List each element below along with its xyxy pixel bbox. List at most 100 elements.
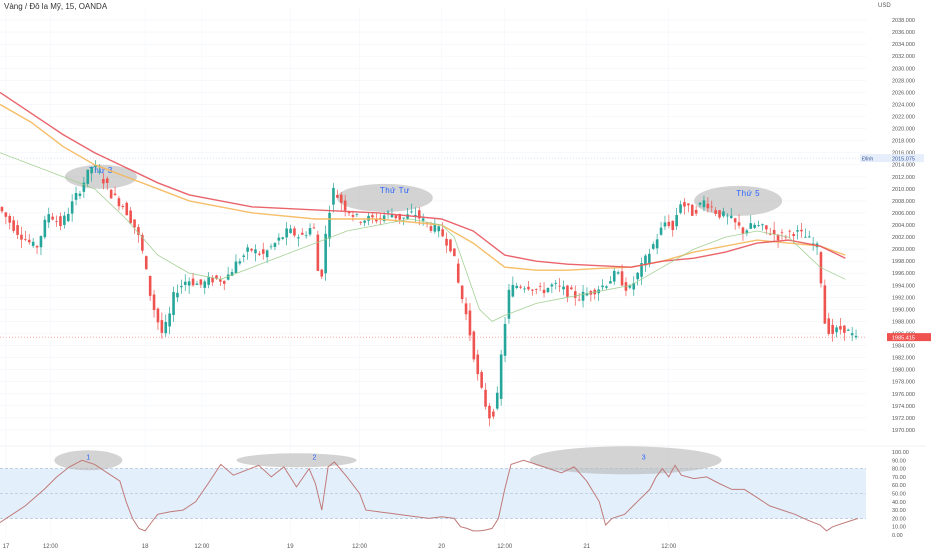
candle-body [35, 246, 39, 248]
candle-body [230, 272, 234, 276]
candle-body [281, 237, 285, 239]
candle-body [476, 354, 480, 375]
candle-body [683, 202, 686, 207]
candle-body [776, 234, 780, 241]
annotation-ellipse [694, 185, 783, 216]
candle-body [464, 303, 468, 315]
candle-body [499, 354, 503, 399]
candle-body [753, 224, 756, 228]
candle-body [207, 277, 210, 285]
price-tick-label: 1992.000 [892, 295, 915, 301]
rsi-tick-label: 20.00 [892, 516, 906, 522]
candle-body [390, 214, 394, 218]
candle-body [98, 171, 101, 173]
candle-body [269, 246, 273, 248]
price-tick-label: 1998.000 [892, 259, 915, 265]
candle-body [846, 329, 850, 331]
rsi-annotation-label: 3 [642, 454, 646, 461]
time-tick-label: 12:00 [43, 544, 59, 550]
candle-body [655, 239, 659, 249]
candle-body [63, 215, 66, 225]
candle-body [772, 229, 776, 235]
candle-body [160, 320, 164, 333]
candle-body [441, 229, 444, 237]
price-tick-label: 2034.000 [892, 42, 915, 48]
time-tick-label: 12:00 [352, 544, 368, 550]
candle-body [125, 202, 129, 216]
candle-body [445, 238, 448, 246]
candle-body [437, 226, 441, 232]
price-grid [0, 8, 866, 535]
rsi-tick-label: 60.00 [892, 483, 906, 489]
candle-body [265, 250, 269, 258]
candle-body [698, 202, 702, 205]
candle-body [605, 286, 608, 288]
candle-body [242, 255, 246, 257]
candle-body [410, 211, 413, 213]
rsi-line [0, 459, 859, 532]
candle-body [671, 220, 675, 231]
price-tick-label: 2024.000 [892, 102, 915, 108]
candle-body [531, 289, 534, 291]
candle-body [8, 215, 12, 223]
annotation-ellipse [336, 183, 433, 212]
price-tick-label: 2010.000 [892, 187, 915, 193]
high-label: Đỉnh [862, 156, 873, 163]
candle-body [363, 220, 366, 223]
candle-body [788, 230, 792, 232]
candle-body [308, 228, 312, 235]
candle-body [297, 237, 300, 239]
candle-body [644, 255, 647, 266]
candle-body [554, 282, 558, 284]
price-tick-label: 1976.000 [892, 392, 915, 398]
candle-body [651, 244, 655, 249]
candle-body [191, 278, 195, 286]
candle-body [250, 248, 253, 251]
chart-title: Vàng / Đô la Mỹ, 15, OANDA [4, 2, 108, 11]
candle-body [577, 299, 581, 301]
candle-body [757, 225, 760, 226]
candle-body [16, 225, 19, 235]
candle-body [690, 204, 694, 216]
price-tick-label: 2000.000 [892, 247, 915, 253]
candle-body [148, 275, 152, 296]
candle-body [39, 236, 43, 248]
candle-body [152, 294, 156, 311]
candle-body [316, 234, 320, 271]
price-tick-label: 2026.000 [892, 90, 915, 96]
candle-body [659, 227, 663, 235]
candle-body [745, 230, 749, 234]
candle-body [137, 227, 140, 235]
candle-body [129, 210, 132, 224]
candle-body [168, 313, 171, 327]
candle-body [507, 289, 511, 319]
candle-body [31, 241, 35, 246]
rsi-annotation-label: 1 [86, 454, 90, 461]
candle-body [702, 200, 706, 208]
candle-body [285, 228, 288, 238]
candle-body [515, 285, 519, 288]
candle-body [394, 215, 398, 219]
candle-body [511, 284, 515, 297]
candle-body [414, 214, 417, 217]
close-price-badge [887, 333, 931, 342]
candle-body [616, 272, 620, 274]
candle-body [351, 215, 355, 217]
rsi-annotation-label: 2 [313, 454, 317, 461]
candle-body [258, 253, 261, 255]
rsi-tick-label: 0.00 [892, 533, 903, 539]
candle-body [722, 211, 725, 217]
price-tick-label: 2038.000 [892, 18, 915, 24]
candle-body [550, 284, 554, 287]
candle-body [246, 247, 249, 252]
candle-body [304, 235, 308, 237]
candle-body [421, 218, 425, 221]
candle-body [339, 194, 343, 203]
candle-body [792, 234, 795, 237]
price-tick-label: 1972.000 [892, 416, 915, 422]
candle-body [636, 272, 639, 280]
price-tick-label: 1988.000 [892, 319, 915, 325]
candle-body [839, 326, 842, 330]
candle-body [109, 189, 113, 199]
